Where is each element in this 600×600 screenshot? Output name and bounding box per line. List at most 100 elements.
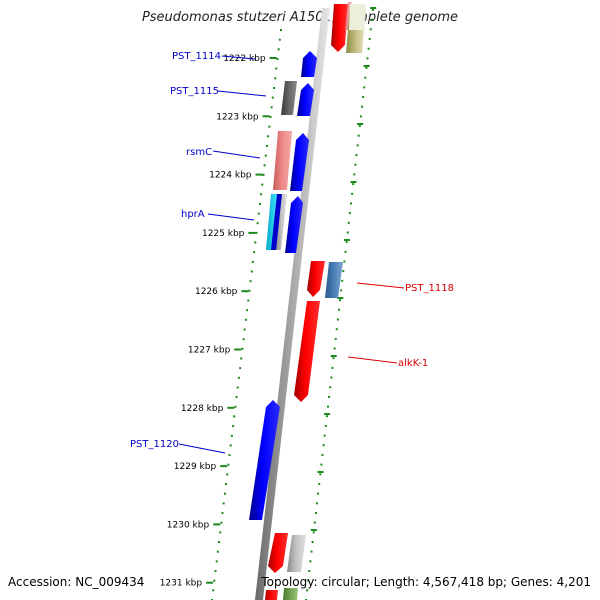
right-guide-dot [328,395,331,398]
gene-top-olive-cap[interactable] [349,4,366,30]
left-guide-dot [263,164,266,167]
left-guide-dot [226,473,229,476]
right-guide-dot [323,434,326,437]
right-guide-dot [327,405,329,408]
gene-top-red[interactable] [331,4,348,52]
gene-hprA-grey[interactable] [276,194,287,250]
left-guide-dot [250,270,253,273]
left-guide-dot [241,347,244,350]
left-guide-dot [255,231,258,234]
gene-pst1118-red[interactable] [307,261,325,297]
kbp-tick-label: 1226 kbp [195,287,238,297]
left-guide-dot [236,386,239,389]
right-guide-dot [363,86,366,89]
gene-bottom-grey[interactable] [287,535,306,572]
right-guide-dot [317,492,320,495]
left-guide-dot [251,260,254,263]
gene-label-leader [217,90,267,97]
gene-pst1118[interactable] [325,262,343,298]
kbp-tick-label: 1228 kbp [181,404,224,414]
right-guide-dot [369,28,372,31]
left-guide-dot [273,87,275,89]
left-guide-dot [261,183,264,186]
right-guide-dot [307,579,310,582]
right-guide-dot [368,38,371,40]
gene-label[interactable]: rsmC [186,147,212,158]
kbp-tick-label: 1225 kbp [202,229,245,239]
right-guide-dot [339,299,341,302]
gene-bottom-red2[interactable] [265,590,278,600]
left-guide-dot [269,115,272,118]
gene-label[interactable]: PST_1115 [170,86,219,97]
gene-rsmC[interactable] [290,133,309,191]
right-guide-dot [362,96,365,98]
gene-hprA-stripe[interactable] [271,194,283,250]
gene-label[interactable]: hprA [181,209,205,220]
right-guide-dot [370,18,373,21]
right-guide-dot [330,376,333,379]
right-guide-dot [358,125,361,128]
gene-label[interactable]: alkK-1 [398,358,428,369]
gene-alkK1[interactable] [294,301,320,402]
left-guide-dot [270,106,273,109]
left-guide-dot [213,579,216,582]
gene-label-leader [207,213,255,221]
gene-label[interactable]: PST_1120 [130,439,179,450]
kbp-tick-label: 1230 kbp [167,520,210,530]
left-guide-dot [247,299,250,302]
right-guide-dot [372,9,374,11]
left-guide-dot [232,425,235,428]
kbp-ticks: 1222 kbp 1223 kbp 1224 kbp 1225 kbp 1226 kbp… [160,54,277,589]
left-guide-dot [221,512,224,515]
right-guide-dot [353,173,356,176]
right-guide-dot [316,502,318,505]
kbp-tick-label: 1231 kbp [160,579,203,589]
gene-hprA[interactable] [285,196,303,253]
gene-pst1115[interactable] [297,83,314,116]
left-guide-dot [242,338,245,341]
right-guide-dot [343,260,346,263]
gene-pst1115-grey[interactable] [281,81,297,115]
right-guide-dot [322,444,325,447]
left-guide-dot [239,367,242,370]
left-guide-dot [266,144,268,147]
gene-bottom-red[interactable] [268,533,288,573]
gene-label-leader [178,443,226,454]
gene-pst1114[interactable] [301,51,317,77]
left-guide-dot [258,202,261,205]
kbp-tick-label: 1222 kbp [223,54,266,64]
right-guide-dot [341,279,344,282]
right-guide-dot [352,183,355,186]
gene-label[interactable]: PST_1114 [172,51,221,62]
right-guide-dot [313,521,316,524]
right-guide-dot [347,221,350,224]
right-guide-dot [338,308,340,311]
left-guide-dot [267,135,270,138]
gene-hprA-cyan[interactable] [266,194,278,250]
left-guide-dot [262,173,265,176]
gene-pst1120[interactable] [249,400,280,520]
right-guide-dot [320,463,323,466]
gene-label-leader [347,356,398,364]
right-guide-dot [346,231,349,234]
left-guide-dot [243,328,246,331]
kbp-tick-label: 1223 kbp [216,112,259,122]
left-guide-dot [240,357,243,360]
gene-rsmC-pink[interactable] [273,131,292,190]
left-guide-dot [274,77,277,80]
kbp-tick-label: 1229 kbp [174,462,217,472]
gene-bottom-green[interactable] [283,588,298,600]
right-guide-dot [334,337,337,340]
left-guide-dot [275,67,278,70]
gene-label[interactable]: PST_1118 [405,283,454,294]
right-guide-dot [354,163,357,166]
left-guide-dot [246,309,249,312]
right-guide-dot [367,47,370,50]
left-guide-dot [223,492,226,495]
right-guide-dot [350,202,352,205]
right-guide-dot [331,366,334,369]
left-guide-dot [257,212,260,215]
left-guide-dot [256,222,259,225]
right-guide-dot [311,541,314,543]
